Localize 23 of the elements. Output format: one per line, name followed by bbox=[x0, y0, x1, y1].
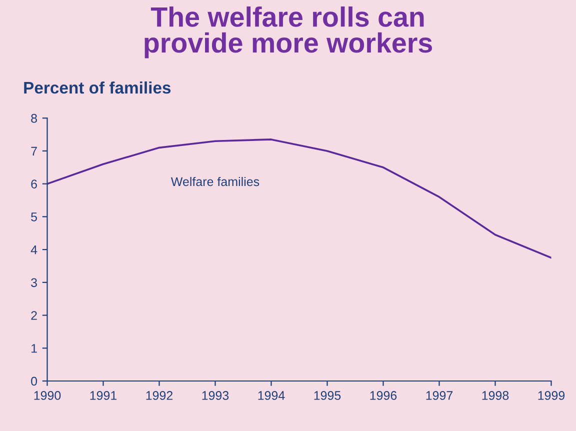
x-tick-label: 1999 bbox=[538, 391, 565, 400]
x-tick-label: 1995 bbox=[314, 391, 341, 400]
x-tick-label: 1990 bbox=[34, 391, 61, 400]
y-tick-label: 3 bbox=[31, 278, 37, 288]
x-tick-label: 1994 bbox=[258, 391, 285, 400]
x-tick-label: 1997 bbox=[426, 391, 453, 400]
x-tick-label: 1993 bbox=[202, 391, 229, 400]
x-tick-label: 1998 bbox=[482, 391, 509, 400]
y-tick-label: 5 bbox=[31, 212, 37, 222]
chart-title: The welfare rolls can provide more workers bbox=[144, 6, 432, 58]
x-tick-label: 1991 bbox=[90, 391, 117, 400]
y-tick-label: 0 bbox=[31, 376, 38, 386]
x-tick-label: 1992 bbox=[146, 391, 173, 400]
y-tick-label: 4 bbox=[30, 245, 38, 254]
x-tick-label: 1996 bbox=[370, 391, 397, 400]
y-axis-title: Percent of families bbox=[24, 81, 171, 94]
text: Welfare families bbox=[170, 176, 260, 186]
y-tick-label: 7 bbox=[31, 146, 37, 156]
line-series bbox=[47, 138, 552, 259]
y-tick-label: 2 bbox=[31, 311, 37, 320]
y-tick-label: 8 bbox=[31, 114, 37, 123]
y-tick-label: 6 bbox=[31, 180, 37, 188]
y-tick-label: 1 bbox=[32, 344, 37, 353]
